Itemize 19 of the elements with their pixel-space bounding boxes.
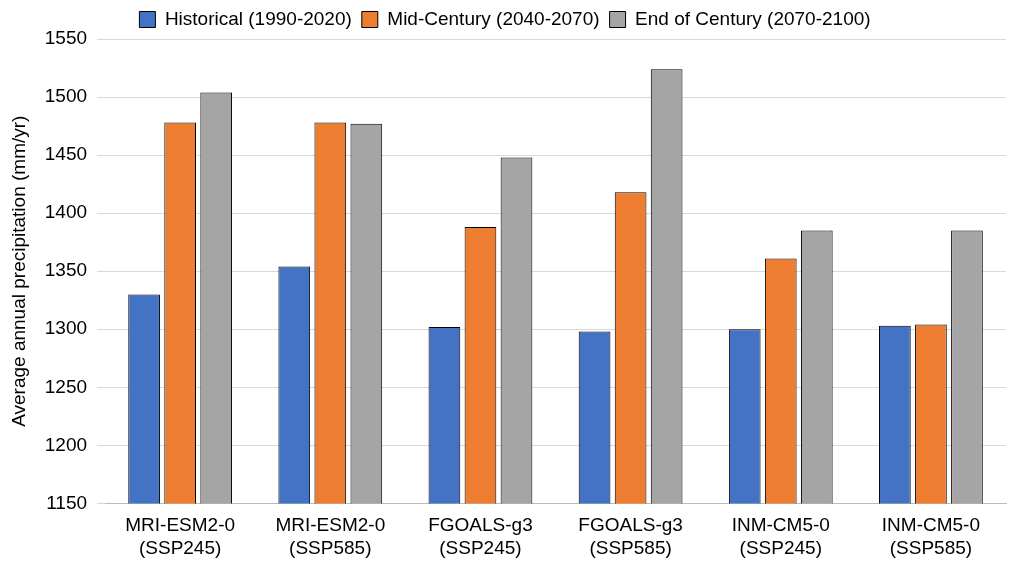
x-tick-label: INM-CM5-0 (SSP585) [881, 514, 981, 558]
y-tick-label: 1450 [44, 143, 88, 165]
x-tick-label: FGOALS-g3 (SSP585) [578, 514, 683, 558]
y-tick-label: 1300 [44, 317, 88, 339]
y-tick-label: 1200 [44, 433, 88, 455]
legend-label: Historical (1990-2020) [164, 7, 352, 29]
legend-label: Mid-Century (2040-2070) [387, 7, 600, 29]
y-tick-label: 1250 [44, 375, 88, 397]
y-tick-label: 1150 [46, 491, 88, 513]
y-tick-label: 1350 [44, 259, 88, 281]
x-tick-label: MRI-ESM2-0 (SSP245) [125, 514, 236, 558]
y-tick-label: 1550 [44, 27, 88, 49]
x-tick-label: FGOALS-g3 (SSP245) [428, 514, 533, 558]
x-tick-label: MRI-ESM2-0 (SSP585) [275, 514, 386, 558]
y-tick-label: 1500 [44, 85, 88, 107]
legend-label: End of Century (2070-2100) [635, 7, 871, 29]
y-tick-label: 1400 [44, 201, 88, 223]
x-tick-label: INM-CM5-0 (SSP245) [731, 514, 830, 558]
y-axis-title: Average annual precipitation (mm/yr) [7, 115, 29, 427]
